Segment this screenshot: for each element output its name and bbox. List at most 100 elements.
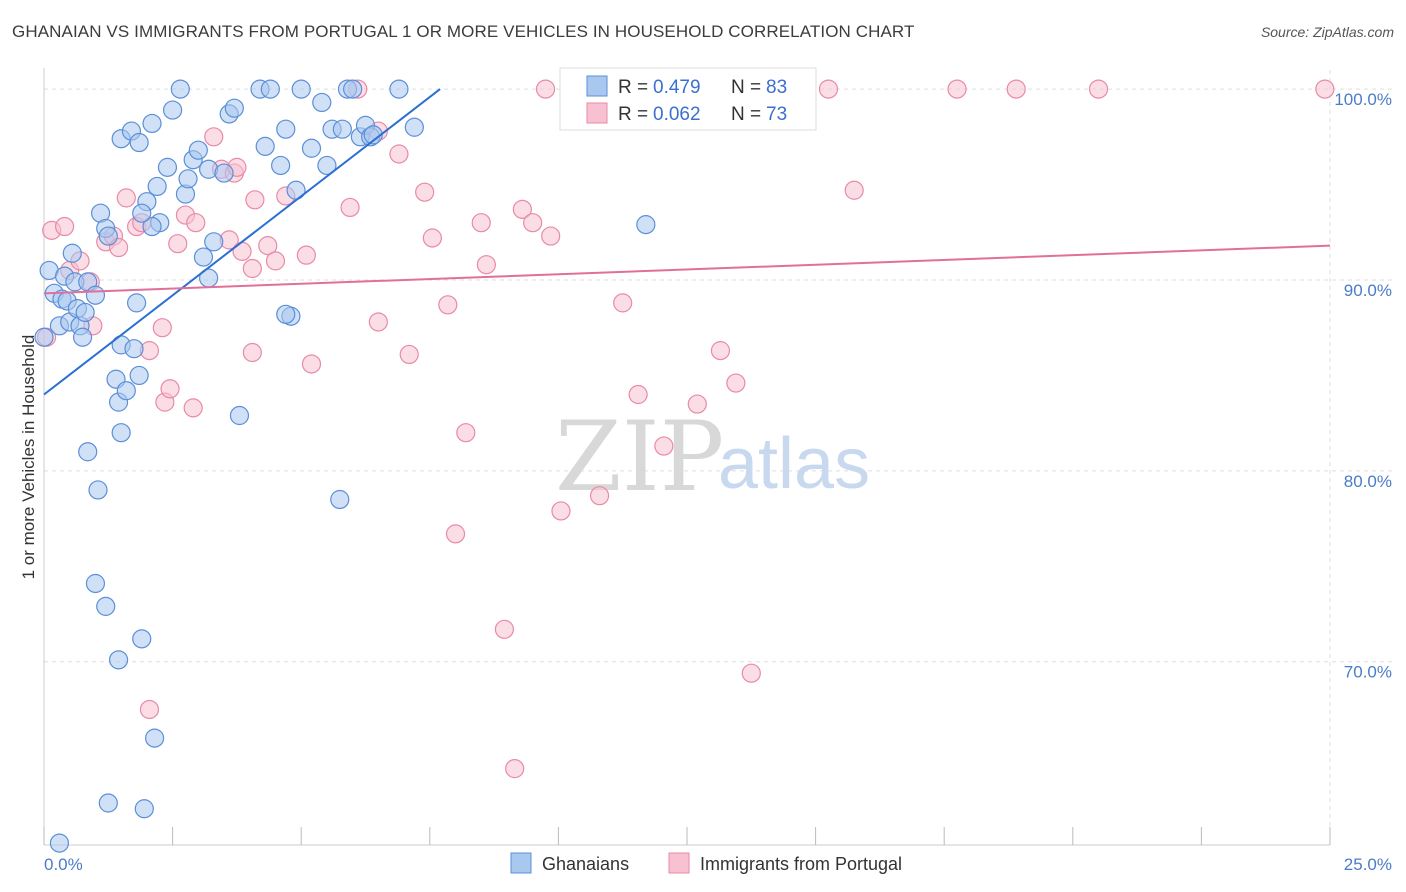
point-immigrants-portugal: [818, 79, 839, 99]
point-immigrants-portugal: [1315, 79, 1335, 99]
point-ghanaians: [108, 650, 129, 670]
point-ghanaians: [142, 113, 162, 134]
point-ghanaians: [163, 100, 183, 120]
point-ghanaians: [98, 226, 118, 246]
point-immigrants-portugal: [116, 188, 136, 208]
point-ghanaians: [126, 293, 147, 313]
chart-title: GHANAIAN VS IMMIGRANTS FROM PORTUGAL 1 O…: [12, 22, 915, 41]
legend-item-ghanaians: Ghanaians: [542, 854, 629, 874]
trend-lines: [43, 88, 1331, 396]
point-immigrants-portugal: [445, 524, 466, 544]
point-immigrants-portugal: [947, 79, 967, 99]
point-ghanaians: [224, 98, 244, 118]
point-immigrants-portugal: [471, 213, 491, 233]
y-axis-label: 1 or more Vehicles in Household: [19, 335, 38, 580]
point-ghanaians: [301, 138, 322, 158]
point-ghanaians: [129, 365, 149, 386]
point-ghanaians: [332, 119, 352, 139]
point-immigrants-portugal: [505, 759, 525, 779]
point-ghanaians: [134, 799, 154, 819]
point-immigrants-portugal: [628, 384, 648, 405]
point-immigrants-portugal: [741, 663, 761, 683]
point-ghanaians: [129, 132, 149, 153]
point-immigrants-portugal: [438, 295, 458, 315]
legend-blue-n-value: 83: [766, 77, 787, 98]
point-ghanaians: [85, 285, 106, 305]
point-ghanaians: [286, 180, 306, 200]
legend-pink-r-value: 0.062: [653, 104, 701, 125]
point-immigrants-portugal: [139, 699, 160, 720]
point-ghanaians: [178, 169, 198, 189]
watermark-zip: ZIP: [555, 401, 724, 513]
point-ghanaians: [170, 79, 190, 99]
point-ghanaians: [260, 79, 280, 99]
point-immigrants-portugal: [160, 379, 180, 399]
legend-blue-r-value: 0.479: [653, 77, 701, 98]
series-ghanaians: [34, 79, 656, 853]
point-ghanaians: [291, 79, 311, 99]
watermark: ZIP atlas: [555, 401, 870, 513]
point-ghanaians: [317, 155, 337, 176]
point-ghanaians: [389, 79, 409, 99]
point-immigrants-portugal: [654, 436, 674, 456]
legend-pink-n-label: N =: [731, 104, 761, 125]
point-immigrants-portugal: [54, 216, 75, 237]
point-immigrants-portugal: [186, 213, 206, 233]
point-immigrants-portugal: [152, 318, 172, 338]
point-immigrants-portugal: [296, 245, 316, 265]
legend-pink-r-label: R =: [618, 104, 648, 125]
x-tick-labels: 0.0% 25.0%: [44, 855, 1392, 874]
y-tick-labels: 100.0% 90.0% 80.0% 70.0%: [1334, 90, 1392, 682]
point-ghanaians: [229, 405, 250, 426]
point-ghanaians: [276, 304, 296, 324]
point-immigrants-portugal: [710, 341, 731, 361]
point-ghanaians: [98, 793, 118, 813]
point-ghanaians: [312, 92, 332, 113]
axes: [43, 68, 1331, 846]
point-ghanaians: [193, 247, 214, 267]
point-immigrants-portugal: [245, 190, 265, 210]
point-ghanaians: [343, 79, 363, 99]
legend-item-ghanaians-swatch: [510, 852, 532, 874]
point-ghanaians: [72, 327, 93, 347]
legend-blue-n-label: N =: [731, 77, 761, 98]
y-tick-label: 70.0%: [1344, 663, 1392, 682]
point-ghanaians: [636, 215, 656, 235]
point-ghanaians: [276, 119, 296, 139]
point-immigrants-portugal: [1088, 79, 1109, 99]
point-immigrants-portugal: [476, 255, 496, 275]
point-ghanaians: [75, 302, 95, 323]
point-immigrants-portugal: [242, 342, 262, 363]
point-immigrants-portugal: [183, 398, 203, 418]
point-ghanaians: [214, 163, 234, 183]
point-ghanaians: [62, 243, 82, 263]
point-ghanaians: [132, 203, 152, 223]
point-immigrants-portugal: [494, 619, 514, 639]
point-immigrants-portugal: [613, 293, 633, 313]
point-ghanaians: [132, 629, 152, 649]
point-ghanaians: [96, 596, 116, 616]
point-immigrants-portugal: [687, 394, 707, 414]
y-tick-label: 100.0%: [1334, 90, 1392, 109]
x-tick-max: 25.0%: [1344, 855, 1392, 874]
legend-swatch-pink: [586, 102, 608, 124]
point-immigrants-portugal: [415, 182, 435, 202]
legend-stats: R = 0.479 N = 83 R = 0.062 N = 73: [559, 67, 817, 131]
point-immigrants-portugal: [340, 197, 360, 218]
legend-pink-n-value: 73: [766, 104, 787, 125]
y-tick-label: 80.0%: [1344, 472, 1392, 491]
point-immigrants-portugal: [368, 312, 388, 332]
legend-swatch-blue: [586, 75, 608, 97]
legend-blue-r-label: R =: [618, 77, 648, 98]
point-ghanaians: [404, 117, 424, 137]
point-immigrants-portugal: [1006, 79, 1026, 99]
point-ghanaians: [144, 728, 165, 748]
point-ghanaians: [49, 833, 70, 853]
point-immigrants-portugal: [258, 236, 278, 256]
watermark-atlas: atlas: [718, 424, 870, 504]
legend-item-portugal: Immigrants from Portugal: [700, 854, 902, 874]
point-immigrants-portugal: [301, 354, 322, 374]
point-immigrants-portugal: [422, 228, 442, 248]
point-immigrants-portugal: [232, 241, 252, 261]
